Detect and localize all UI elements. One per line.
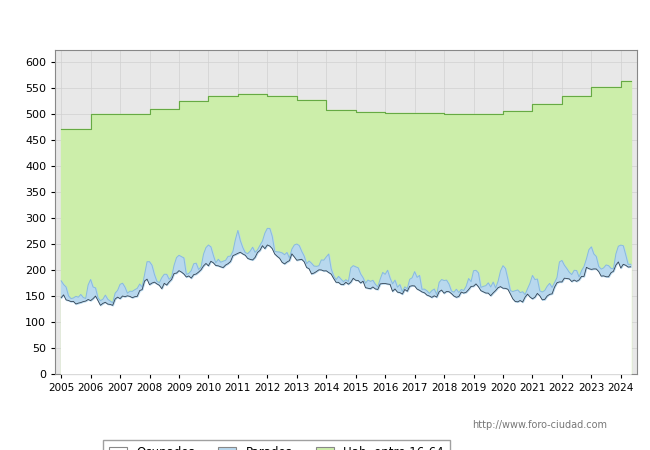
Legend: Ocupados, Parados, Hab. entre 16-64: Ocupados, Parados, Hab. entre 16-64 bbox=[103, 440, 450, 450]
Text: Castejón de Sos - Evolucion de la poblacion en edad de Trabajar Mayo de 2024: Castejón de Sos - Evolucion de la poblac… bbox=[62, 14, 588, 27]
Text: http://www.foro-ciudad.com: http://www.foro-ciudad.com bbox=[472, 419, 607, 429]
